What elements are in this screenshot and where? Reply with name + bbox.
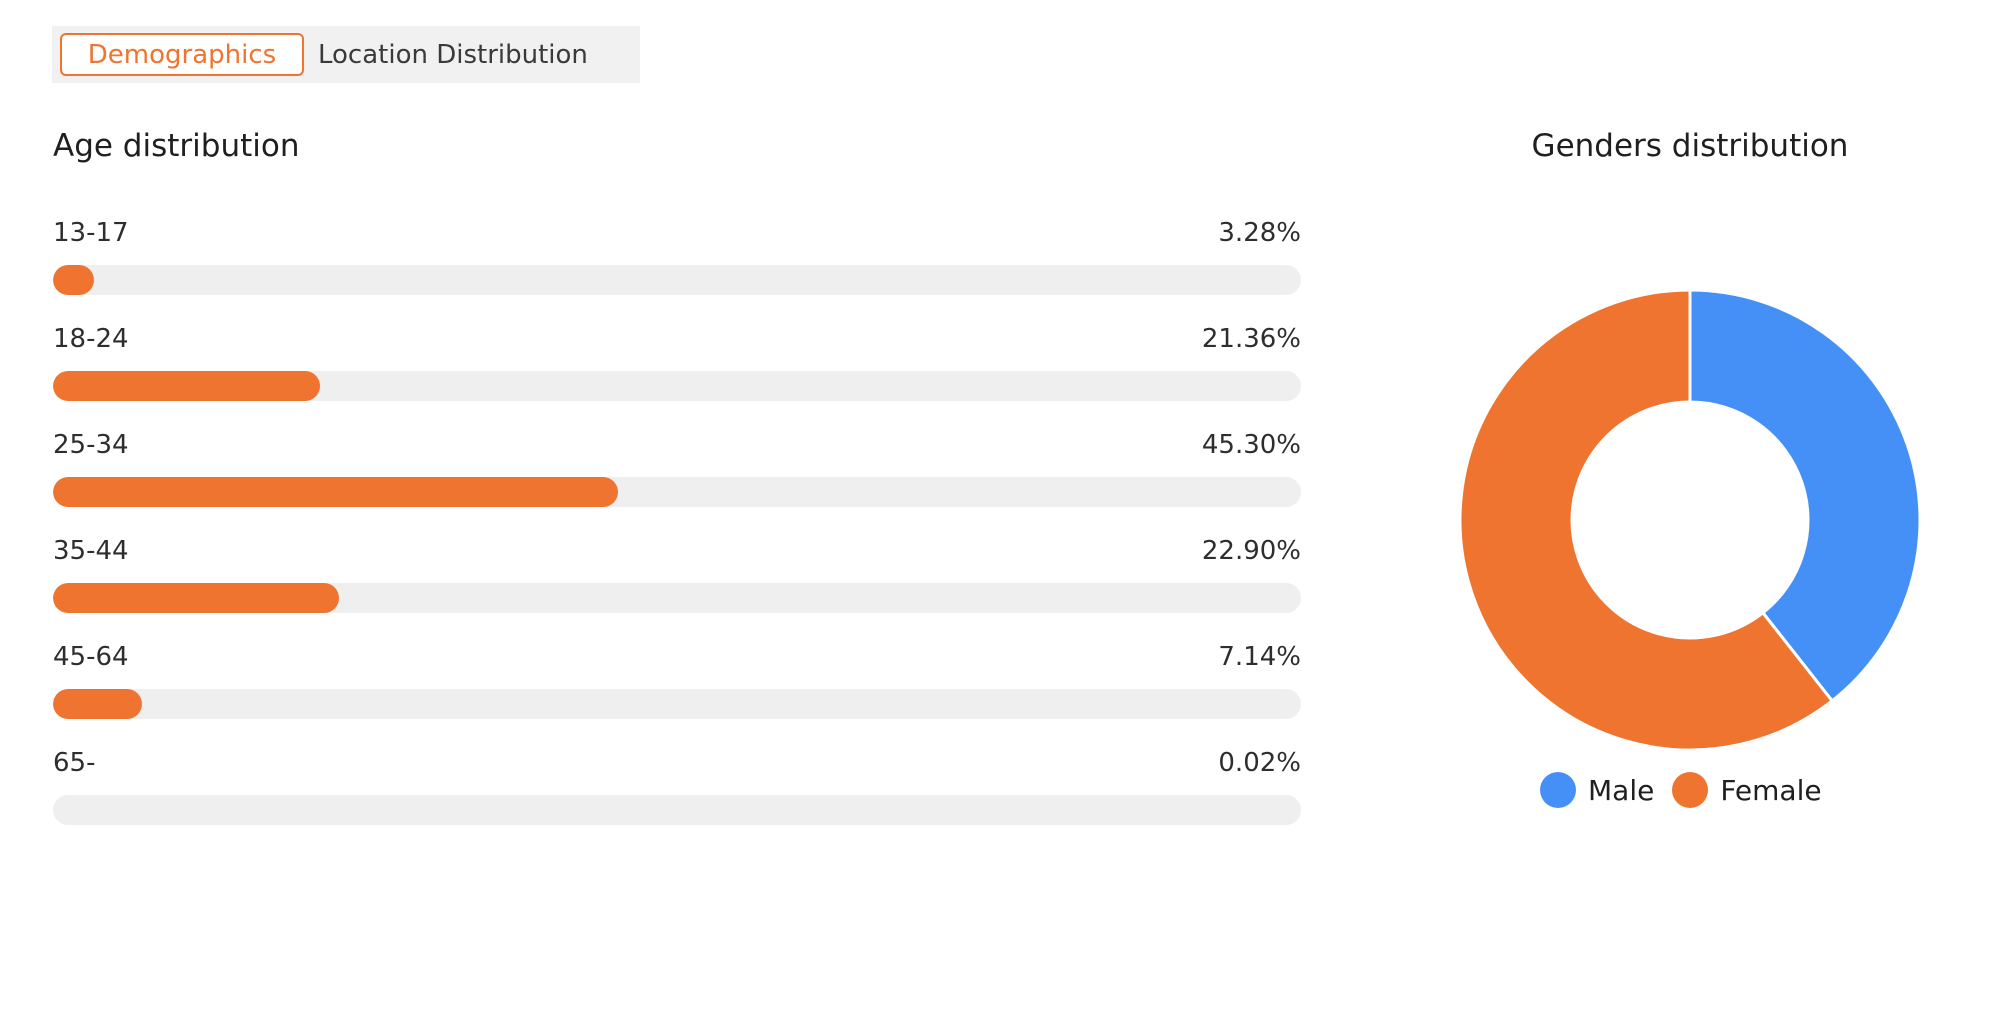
age-progress-track — [53, 477, 1301, 507]
age-range-label: 13-17 — [53, 218, 129, 248]
age-range-label: 18-24 — [53, 324, 129, 354]
age-progress-fill — [53, 371, 320, 401]
age-range-label: 35-44 — [53, 536, 129, 566]
age-progress-track — [53, 371, 1301, 401]
age-progress-track — [53, 583, 1301, 613]
donut-slice-female[interactable] — [1460, 290, 1835, 750]
age-range-label: 45-64 — [53, 642, 129, 672]
age-progress-fill — [53, 265, 94, 295]
legend-item-male[interactable]: Male — [1540, 772, 1654, 808]
legend-label-female: Female — [1720, 773, 1822, 807]
age-range-label: 65- — [53, 748, 96, 778]
tab-demographics[interactable]: Demographics — [60, 33, 304, 76]
age-percent-value: 22.90% — [1201, 536, 1301, 566]
donut-slice-male[interactable] — [1688, 290, 1920, 703]
age-distribution-title: Age distribution — [53, 128, 300, 164]
age-progress-track — [53, 265, 1301, 295]
age-percent-value: 3.28% — [1218, 218, 1301, 248]
gender-donut-chart — [1460, 290, 1920, 750]
age-percent-value: 45.30% — [1201, 430, 1301, 460]
age-row: 18-24 21.36% — [53, 324, 1301, 424]
age-progress-fill — [53, 477, 619, 507]
age-progress-track — [53, 689, 1301, 719]
age-progress-track — [53, 795, 1301, 825]
age-row: 45-64 7.14% — [53, 642, 1301, 742]
legend-dot-male — [1540, 772, 1576, 808]
age-progress-fill — [53, 583, 339, 613]
tab-bar: Demographics Location Distribution — [52, 26, 640, 83]
age-percent-value: 0.02% — [1218, 748, 1301, 778]
tab-location-distribution[interactable]: Location Distribution — [318, 39, 588, 70]
gender-legend: Male Female — [1540, 772, 1840, 808]
age-row: 13-17 3.28% — [53, 218, 1301, 318]
legend-label-male: Male — [1588, 773, 1655, 807]
age-row: 35-44 22.90% — [53, 536, 1301, 636]
age-row: 65- 0.02% — [53, 748, 1301, 848]
age-row: 25-34 45.30% — [53, 430, 1301, 530]
age-percent-value: 7.14% — [1218, 642, 1301, 672]
legend-item-female[interactable]: Female — [1672, 772, 1822, 808]
age-progress-fill — [53, 689, 143, 719]
genders-distribution-title: Genders distribution — [1531, 128, 1849, 164]
age-range-label: 25-34 — [53, 430, 129, 460]
age-percent-value: 21.36% — [1201, 324, 1301, 354]
legend-dot-female — [1672, 772, 1709, 808]
